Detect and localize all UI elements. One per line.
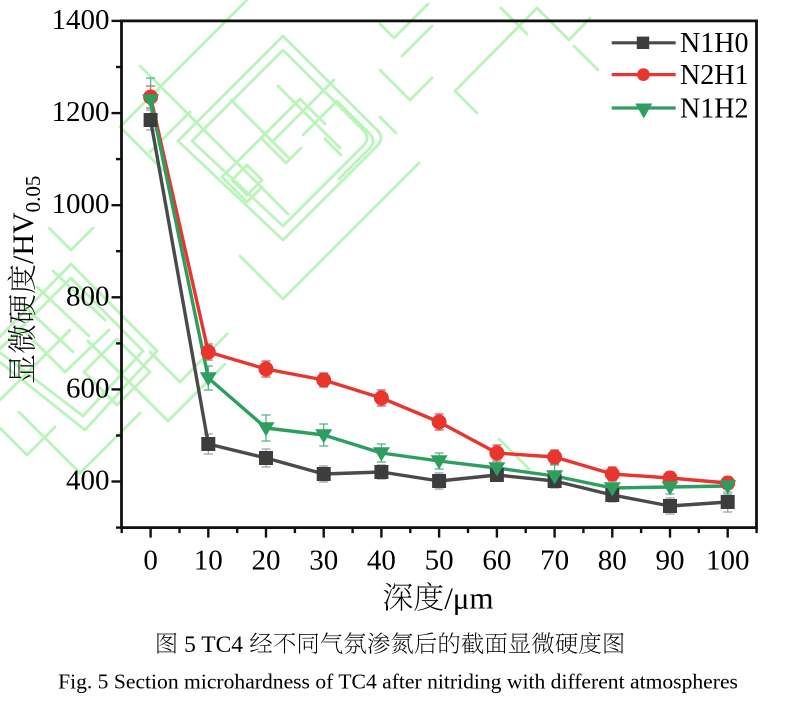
svg-text:/μm: /μm — [444, 581, 493, 616]
svg-text:30: 30 — [309, 545, 338, 577]
svg-text:40: 40 — [367, 545, 396, 577]
svg-text:Fig. 5 Section microhardness o: Fig. 5 Section microhardness of TC4 afte… — [58, 670, 738, 694]
svg-text:N1H0: N1H0 — [680, 28, 748, 59]
svg-text:0.05: 0.05 — [21, 176, 45, 213]
svg-text:80: 80 — [598, 545, 627, 577]
svg-text:1000: 1000 — [52, 188, 110, 220]
svg-text:400: 400 — [66, 465, 110, 497]
svg-text:60: 60 — [482, 545, 511, 577]
svg-text:20: 20 — [252, 545, 281, 577]
svg-text:5 TC4: 5 TC4 — [178, 632, 249, 658]
svg-text:50: 50 — [425, 545, 454, 577]
svg-text:800: 800 — [66, 280, 110, 312]
svg-text:600: 600 — [66, 372, 110, 404]
svg-text:90: 90 — [656, 545, 685, 577]
svg-text:1400: 1400 — [52, 4, 110, 36]
svg-text:100: 100 — [706, 545, 750, 577]
svg-text:N2H1: N2H1 — [680, 60, 748, 91]
svg-text:70: 70 — [540, 545, 569, 577]
svg-text:10: 10 — [194, 545, 223, 577]
svg-text:/HV: /HV — [7, 212, 40, 264]
svg-text:1200: 1200 — [52, 96, 110, 128]
svg-text:N1H2: N1H2 — [680, 93, 748, 124]
svg-text:0: 0 — [143, 545, 158, 577]
